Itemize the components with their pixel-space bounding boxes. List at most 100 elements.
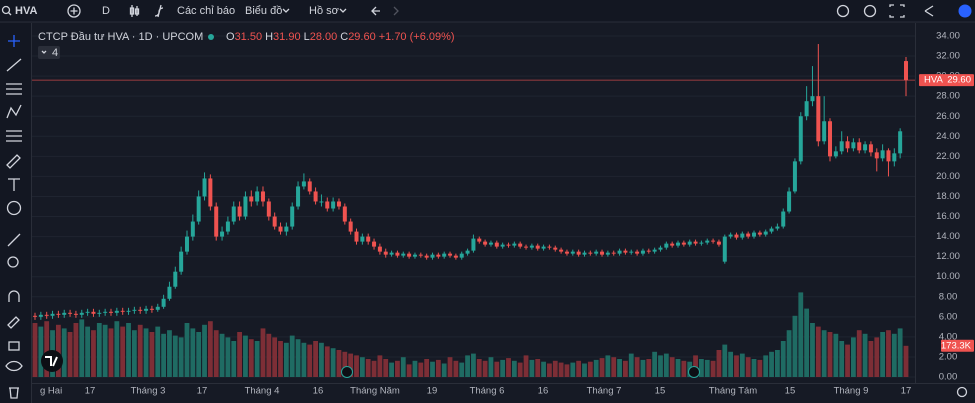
profile-button[interactable]: Hồ sơ	[309, 5, 347, 17]
lock-tool[interactable]	[8, 341, 20, 351]
candle-body	[103, 311, 108, 313]
volume-bar	[430, 361, 435, 377]
volume-bar	[55, 324, 61, 377]
compare-button[interactable]	[67, 4, 81, 18]
candle-body	[459, 253, 464, 258]
volume-bar	[172, 335, 178, 377]
volume-bar	[763, 355, 769, 377]
candle-body	[845, 141, 850, 149]
market-status	[208, 34, 214, 40]
volume-bar	[488, 357, 494, 377]
candle-body	[559, 249, 564, 252]
emoji-tool[interactable]	[6, 200, 22, 216]
candle-body	[418, 254, 423, 256]
volume-bar	[599, 358, 605, 377]
volume-bar	[459, 362, 465, 377]
candle-body	[494, 242, 499, 247]
candle-body	[436, 254, 441, 257]
candle-body	[804, 101, 809, 117]
candle-body	[243, 196, 248, 217]
volume-bar	[412, 360, 418, 377]
brush-tool[interactable]	[6, 154, 21, 169]
event-marker[interactable]	[688, 366, 700, 378]
fx-icon	[154, 4, 164, 18]
candle-body	[395, 252, 400, 256]
crosshair-tool[interactable]	[8, 35, 20, 47]
indicator-toggle[interactable]: 4	[38, 46, 60, 59]
indicators-button[interactable]: Các chỉ báo	[154, 4, 235, 18]
share-icon[interactable]	[924, 5, 934, 17]
volume-bar	[225, 337, 231, 377]
fullscreen-icon[interactable]	[889, 4, 905, 18]
undo[interactable]	[371, 6, 380, 16]
candle-body	[319, 201, 324, 203]
alert-icon[interactable]	[836, 4, 850, 18]
volume-bar	[821, 330, 827, 377]
volume-bar	[722, 344, 728, 377]
volume-bar	[248, 339, 254, 377]
candle-body	[512, 243, 517, 246]
candle-body	[231, 206, 236, 222]
volume-bar	[237, 332, 242, 377]
candle-body	[471, 238, 476, 251]
y-tick-label: 16.00	[936, 211, 960, 222]
layout-button[interactable]: Biểu đồ	[245, 5, 290, 17]
candle-body	[623, 250, 628, 253]
fib-tool[interactable]	[6, 83, 22, 95]
event-marker[interactable]	[341, 366, 353, 378]
last-volume-tag	[941, 339, 974, 352]
volume-bar	[500, 359, 506, 377]
delete-tool[interactable]	[9, 387, 19, 399]
symbol-search[interactable]: HVA	[1, 5, 38, 17]
candle-body	[705, 240, 710, 243]
account-icon[interactable]	[958, 4, 972, 18]
lock-drawing-tool[interactable]	[7, 316, 20, 329]
indicators-label: Các chỉ báo	[177, 5, 235, 17]
y-tick-label: 28.00	[936, 91, 960, 102]
x-tick-label: Tháng Năm	[350, 386, 400, 397]
candle-body	[816, 96, 821, 142]
candle-body	[699, 242, 704, 244]
y-tick-label: 34.00	[936, 31, 960, 42]
volume-bar	[319, 342, 324, 377]
drawing-tools	[5, 35, 23, 399]
legend-line: CTCP Đầu tư HVA · 1D · UPCOM	[38, 31, 203, 43]
candle-body	[658, 247, 663, 250]
y-tick-label: 12.00	[936, 251, 960, 262]
volume-bar	[716, 350, 722, 377]
candle-body	[775, 226, 780, 229]
visibility-tool[interactable]	[5, 360, 23, 372]
x-tick-label: Tháng 3	[131, 386, 166, 397]
chart-type-button[interactable]	[129, 5, 140, 17]
redo[interactable]	[393, 6, 399, 16]
trend-line-tool[interactable]	[6, 58, 22, 72]
candle-body	[752, 232, 757, 237]
volume-bar	[96, 323, 102, 377]
interval[interactable]: D	[102, 5, 110, 17]
volume-bar	[833, 333, 839, 377]
candle-body	[255, 191, 260, 202]
candle-body	[202, 178, 207, 197]
chevron	[339, 8, 347, 13]
candle-body	[617, 250, 622, 254]
volume-bar	[710, 360, 716, 377]
candle-body	[652, 249, 657, 252]
pattern-tool[interactable]	[6, 104, 22, 119]
volume-bar	[517, 362, 523, 377]
candle-body	[424, 255, 429, 258]
text-tool[interactable]	[8, 178, 20, 191]
volume-bar	[669, 357, 675, 377]
profile-label: Hồ sơ	[309, 5, 339, 17]
measure-tool[interactable]	[7, 233, 21, 247]
x-tick-label: Tháng 6	[470, 386, 505, 397]
volume-bar	[675, 359, 681, 377]
volume-bar	[471, 353, 476, 377]
zoom-tool[interactable]	[7, 256, 19, 268]
forecast-tool[interactable]	[6, 130, 22, 142]
settings-icon[interactable]	[863, 4, 877, 18]
candle-icon	[129, 5, 140, 17]
magnet-tool[interactable]	[8, 290, 20, 302]
axis-settings[interactable]	[956, 386, 968, 398]
candle-body	[734, 234, 739, 238]
indicator-toggle-bg	[38, 46, 60, 59]
